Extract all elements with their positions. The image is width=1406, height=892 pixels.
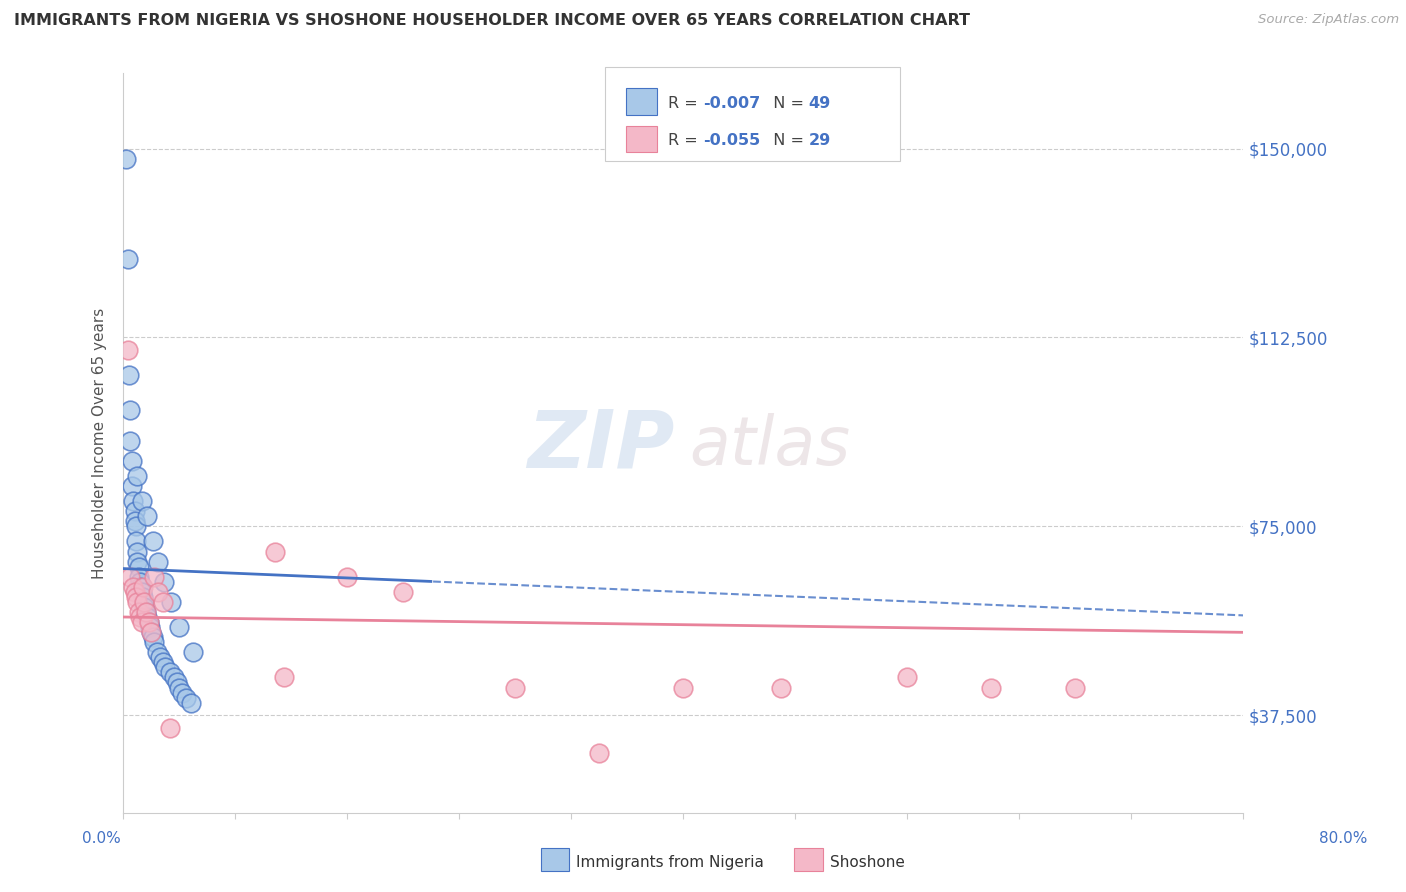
Point <box>117 252 139 267</box>
Point <box>120 403 142 417</box>
Point <box>125 519 148 533</box>
Point <box>136 610 159 624</box>
Point <box>166 675 188 690</box>
Point <box>980 681 1002 695</box>
Point <box>142 534 165 549</box>
Text: 80.0%: 80.0% <box>1319 831 1367 846</box>
Point <box>588 746 610 760</box>
Text: 29: 29 <box>808 133 831 148</box>
Point <box>143 570 166 584</box>
Point <box>134 595 156 609</box>
Point <box>125 534 148 549</box>
Point <box>169 620 191 634</box>
Point <box>263 544 285 558</box>
Point <box>163 670 186 684</box>
Point <box>136 509 159 524</box>
Text: R =: R = <box>668 96 703 112</box>
Point <box>115 152 138 166</box>
Text: R =: R = <box>668 133 703 148</box>
Point <box>770 681 793 695</box>
Point <box>141 625 163 640</box>
Point <box>122 494 145 508</box>
Point <box>124 584 146 599</box>
Text: -0.007: -0.007 <box>703 96 761 112</box>
Point <box>118 368 141 383</box>
Point <box>142 630 165 644</box>
Point <box>138 615 160 629</box>
Point <box>152 595 174 609</box>
Text: atlas: atlas <box>689 413 851 479</box>
Point <box>120 434 142 448</box>
Point <box>135 605 157 619</box>
Point <box>124 504 146 518</box>
Point <box>128 605 150 619</box>
Point <box>139 620 162 634</box>
Point <box>134 599 156 614</box>
Text: N =: N = <box>763 96 810 112</box>
Point <box>121 479 143 493</box>
Point <box>125 590 148 604</box>
Point <box>159 721 181 735</box>
Text: IMMIGRANTS FROM NIGERIA VS SHOSHONE HOUSEHOLDER INCOME OVER 65 YEARS CORRELATION: IMMIGRANTS FROM NIGERIA VS SHOSHONE HOUS… <box>14 13 970 29</box>
Point <box>1064 681 1087 695</box>
Point <box>152 656 174 670</box>
Point <box>505 681 527 695</box>
Point <box>135 605 157 619</box>
Point <box>122 580 145 594</box>
Point <box>131 615 153 629</box>
Text: Shoshone: Shoshone <box>830 855 904 870</box>
Point <box>148 584 170 599</box>
Point <box>127 544 149 558</box>
Text: Immigrants from Nigeria: Immigrants from Nigeria <box>576 855 765 870</box>
Point <box>131 494 153 508</box>
Point <box>672 681 695 695</box>
Text: 49: 49 <box>808 96 831 112</box>
Point <box>896 670 918 684</box>
Point <box>159 665 181 680</box>
Point <box>176 690 198 705</box>
Point <box>128 570 150 584</box>
Point <box>273 670 295 684</box>
Point <box>120 570 142 584</box>
Point <box>148 555 170 569</box>
Point <box>127 595 149 609</box>
Point <box>129 580 152 594</box>
Point <box>169 681 191 695</box>
Text: 0.0%: 0.0% <box>82 831 121 846</box>
Point <box>160 595 183 609</box>
Point <box>124 514 146 528</box>
Text: -0.055: -0.055 <box>703 133 761 148</box>
Point <box>132 580 155 594</box>
Text: N =: N = <box>763 133 810 148</box>
Text: ZIP: ZIP <box>527 407 675 485</box>
Point <box>143 635 166 649</box>
Point <box>117 343 139 357</box>
Point <box>138 615 160 629</box>
Point <box>155 660 177 674</box>
Point <box>134 595 156 609</box>
Point <box>132 590 155 604</box>
Point <box>127 469 149 483</box>
Point <box>128 559 150 574</box>
Point <box>146 645 169 659</box>
Point <box>172 685 194 699</box>
Point <box>129 574 152 589</box>
Point <box>127 555 149 569</box>
Point <box>131 584 153 599</box>
Y-axis label: Householder Income Over 65 years: Householder Income Over 65 years <box>93 308 107 579</box>
Point <box>181 645 204 659</box>
Point <box>153 574 176 589</box>
Text: Source: ZipAtlas.com: Source: ZipAtlas.com <box>1258 13 1399 27</box>
Point <box>149 650 172 665</box>
Point <box>336 570 359 584</box>
Point <box>121 454 143 468</box>
Point <box>392 584 415 599</box>
Point <box>141 625 163 640</box>
Point <box>129 610 152 624</box>
Point <box>180 696 202 710</box>
